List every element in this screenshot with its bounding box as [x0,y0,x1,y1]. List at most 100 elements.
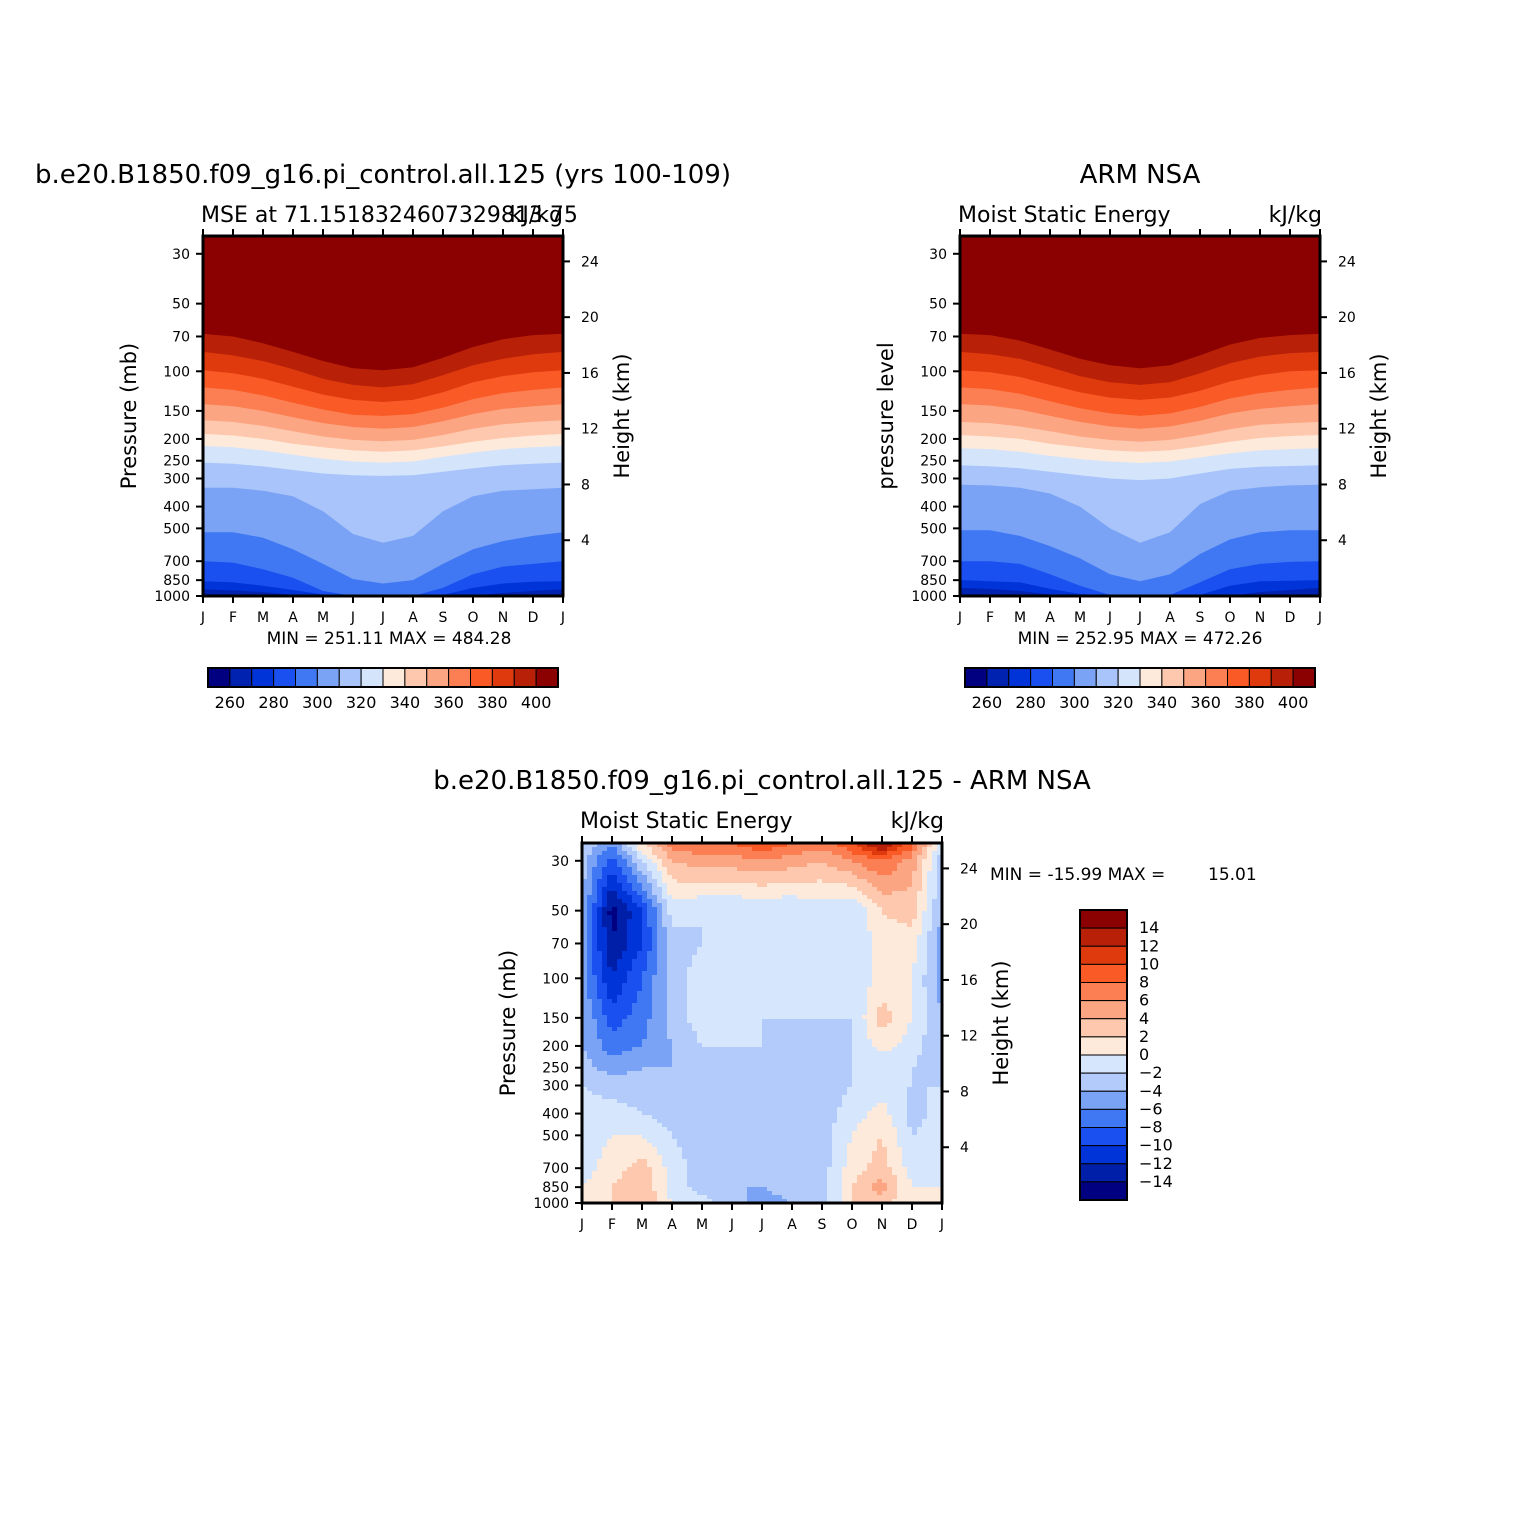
diff-cell [667,1035,673,1040]
diff-cell [707,919,713,924]
diff-cell [822,1171,828,1176]
diff-cell [797,1195,803,1200]
diff-cell [782,1079,788,1084]
diff-cell [632,1159,638,1164]
diff-cell [697,1111,703,1116]
diff-cell [677,903,683,908]
diff-cell [752,995,758,1000]
diff-cell [622,1123,628,1128]
diff-cell [792,1099,798,1104]
diff-cell [642,855,648,860]
diff-cell [697,1179,703,1184]
diff-cell [607,1091,613,1096]
panel-obs-title: ARM NSA [1080,160,1201,190]
diff-cell [692,1119,698,1124]
diff-cell [712,927,718,932]
diff-cell [707,1087,713,1092]
diff-cell [802,911,808,916]
diff-cell [682,1095,688,1100]
diff-cell [657,987,663,992]
diff-cell [707,1163,713,1168]
diff-cell [762,1159,768,1164]
diff-cell [782,991,788,996]
diff-cell [592,1007,598,1012]
diff-cell [632,1139,638,1144]
diff-cell [672,1187,678,1192]
diff-cell [717,1007,723,1012]
diff-cell [597,859,603,864]
diff-cell [627,919,633,924]
diff-cell [817,1003,823,1008]
diff-cell [642,1111,648,1116]
diff-cell [632,959,638,964]
diff-cell [597,1067,603,1072]
diff-cell [762,915,768,920]
diff-cell [797,939,803,944]
diff-cell [667,939,673,944]
diff-cell [832,927,838,932]
diff-cell [737,859,743,864]
diff-cell [632,867,638,872]
diff-cell [662,1187,668,1192]
diff-cell [687,1143,693,1148]
diff-cell [812,1115,818,1120]
diff-cell [752,1151,758,1156]
diff-cell [647,1099,653,1104]
diff-cell [757,851,763,856]
diff-cell [602,1103,608,1108]
diff-cell [677,871,683,876]
diff-cell [627,1039,633,1044]
diff-cell [742,895,748,900]
diff-cell [702,955,708,960]
diff-cell [607,975,613,980]
diff-cell [662,1071,668,1076]
diff-cell [582,1035,588,1040]
diff-cell [667,1047,673,1052]
diff-cell [737,907,743,912]
diff-cell [612,979,618,984]
diff-cell [687,1175,693,1180]
diff-cell [747,1143,753,1148]
diff-cell [732,1111,738,1116]
diff-cell [637,1139,643,1144]
diff-cell [662,875,668,880]
diff-cell [717,1079,723,1084]
diff-cell [752,919,758,924]
diff-cell [692,1059,698,1064]
diff-cell [622,1047,628,1052]
diff-cell [657,1039,663,1044]
diff-cell [597,895,603,900]
diff-cell [587,1071,593,1076]
diff-cell [592,939,598,944]
diff-cell [672,915,678,920]
diff-cell [807,907,813,912]
diff-cell [817,1147,823,1152]
diff-cell [802,1035,808,1040]
diff-cell [807,1191,813,1196]
diff-cell [677,923,683,928]
diff-cell [802,1015,808,1020]
diff-cell [762,1111,768,1116]
diff-cell [617,1147,623,1152]
diff-cell [647,871,653,876]
diff-cell [817,1183,823,1188]
diff-cell [597,855,603,860]
diff-cell [747,951,753,956]
diff-cell [727,855,733,860]
diff-cell [817,999,823,1004]
diff-cell [707,859,713,864]
diff-cell [802,1083,808,1088]
diff-cell [757,1115,763,1120]
diff-cell [627,1079,633,1084]
diff-cell [637,1035,643,1040]
diff-cell [717,1127,723,1132]
diff-cell [667,879,673,884]
diff-cell [832,899,838,904]
diff-cell [712,1115,718,1120]
diff-cell [687,967,693,972]
diff-cell [757,875,763,880]
diff-cell [697,895,703,900]
diff-cell [627,943,633,948]
diff-cell [727,1003,733,1008]
diff-cell [837,863,843,868]
